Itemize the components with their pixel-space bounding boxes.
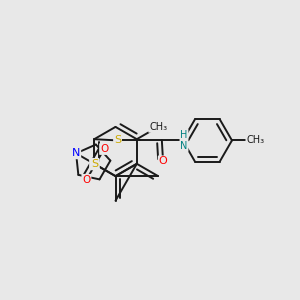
Text: O: O <box>82 175 91 185</box>
Text: O: O <box>100 144 108 154</box>
Text: S: S <box>114 135 121 146</box>
Text: CH₃: CH₃ <box>246 135 264 146</box>
Text: N: N <box>72 148 80 158</box>
Text: N: N <box>90 159 98 169</box>
Text: S: S <box>92 159 99 170</box>
Text: H
N: H N <box>180 130 188 151</box>
Text: O: O <box>159 156 167 166</box>
Text: CH₃: CH₃ <box>149 122 167 132</box>
